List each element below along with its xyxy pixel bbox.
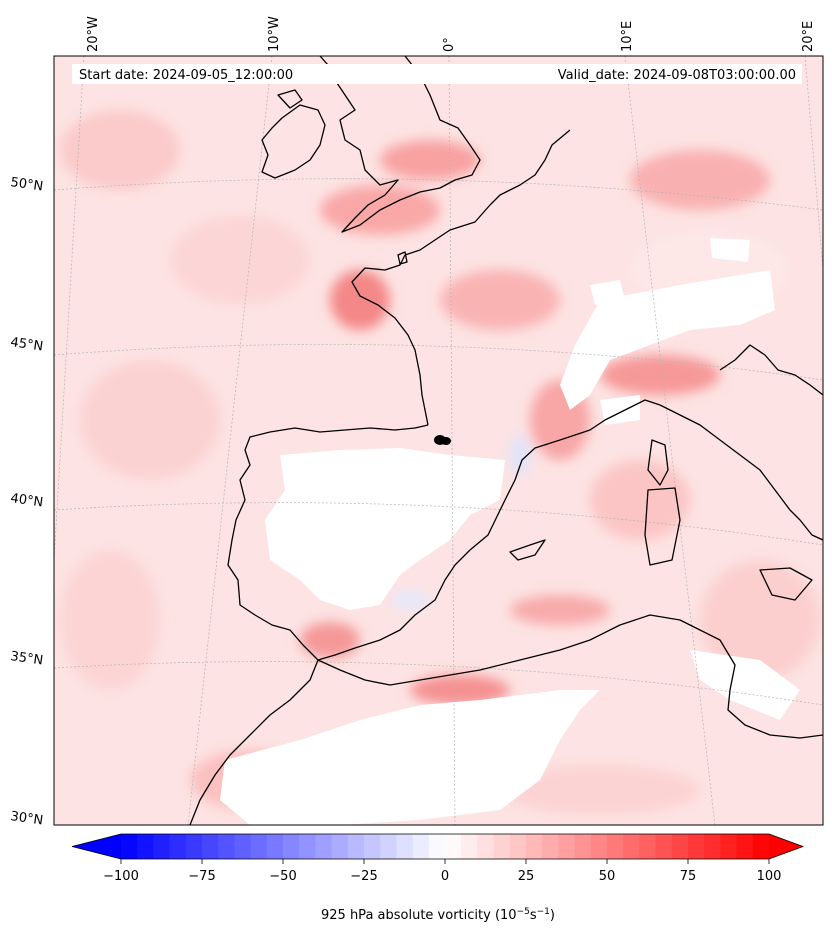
- lat-label-45n: 45°N: [9, 335, 44, 354]
- colorbar-tick-label: 75: [680, 869, 697, 884]
- colorbar-segment: [509, 834, 527, 859]
- lat-label-40n: 40°N: [9, 491, 44, 510]
- colorbar-segment: [574, 834, 592, 859]
- colorbar-tick-label: −100: [103, 869, 139, 884]
- coastlines: [189, 56, 823, 825]
- balearic-coast: [509, 539, 546, 561]
- colorbar-segment: [315, 834, 333, 859]
- colorbar-segment: [526, 834, 543, 859]
- colorbar-segment: [477, 834, 495, 859]
- colorbar-segment: [752, 834, 770, 859]
- northern-ireland-coast: [277, 89, 303, 109]
- colorbar-segment: [396, 834, 414, 859]
- corsica-coast: [647, 439, 669, 486]
- colorbar-segment: [493, 834, 511, 859]
- colorbar-segment: [250, 834, 268, 859]
- north-africa-coast: [317, 614, 823, 739]
- channel-coast: [404, 129, 571, 256]
- colorbar-segment: [688, 834, 705, 859]
- colorbar-tick-label: 100: [757, 869, 782, 884]
- colorbar-segment: [380, 834, 397, 859]
- adriatic-coast: [719, 344, 823, 396]
- colorbar-tick-label: 50: [599, 869, 616, 884]
- lat-label-35n: 35°N: [9, 649, 44, 668]
- map-panel: Start date: 2024-09-05_12:00:00 Valid_da…: [54, 56, 823, 825]
- colorbar-segment: [558, 834, 576, 859]
- colorbar-segment: [461, 834, 478, 859]
- colorbar-segment: [412, 834, 430, 859]
- spain-coast: [227, 399, 661, 661]
- great-britain-coast: [319, 56, 481, 233]
- colorbar-max-extension: [769, 834, 803, 859]
- info-banner: [72, 64, 802, 84]
- france-atlantic-coast: [351, 254, 429, 426]
- colorbar-segment: [137, 834, 154, 859]
- colorbar-tick-label: −50: [269, 869, 296, 884]
- jersey-coast: [397, 251, 408, 265]
- colorbar-segment: [655, 834, 673, 859]
- colorbar-segment: [607, 834, 624, 859]
- colorbar-segment: [364, 834, 381, 859]
- colorbar-segment: [218, 834, 235, 859]
- graticule: [54, 56, 823, 825]
- lon-label-0: 0°: [442, 37, 457, 52]
- colorbar-segment: [671, 834, 689, 859]
- colorbar-tick-label: −75: [188, 869, 215, 884]
- colorbar-segment: [266, 834, 284, 859]
- colorbar-segment: [169, 834, 187, 859]
- masked-terrain-areas: [220, 238, 800, 825]
- colorbar-segment: [704, 834, 721, 859]
- map-frame: [53, 55, 824, 826]
- ireland-coast: [261, 104, 326, 179]
- colorbar-segment: [542, 834, 559, 859]
- location-marker: [434, 435, 451, 445]
- lat-label-50n: 50°N: [9, 175, 44, 194]
- colorbar-segment: [299, 834, 316, 859]
- sardinia-coast: [644, 487, 681, 566]
- colorbar-tick-label: 0: [441, 869, 449, 884]
- colorbar-segment: [445, 834, 462, 859]
- latitude-labels: 50°N 45°N 40°N 35°N 30°N: [9, 175, 44, 828]
- colorbar-segment: [347, 834, 365, 859]
- colorbar-segment: [331, 834, 349, 859]
- colorbar-segment: [185, 834, 203, 859]
- colorbar-segment: [283, 834, 300, 859]
- italy-coast: [659, 404, 823, 541]
- colorbar-tick-label: −25: [350, 869, 377, 884]
- lat-label-30n: 30°N: [9, 809, 44, 828]
- sicily-coast: [759, 567, 813, 601]
- longitude-labels: 20°W 10°W 0° 10°E 20°E: [86, 16, 816, 52]
- colorbar-tick-label: 25: [518, 869, 535, 884]
- colorbar-segment: [720, 834, 738, 859]
- colorbar: −100 −75 −50 −25 0 25 50 75 100 925 hPa absolute…: [71, 833, 805, 923]
- valid-date-text: Valid_date: 2024-09-08T03:00:00.00: [558, 68, 796, 83]
- lon-label-20w: 20°W: [86, 16, 101, 52]
- colorbar-ticks: −100 −75 −50 −25 0 25 50 75 100: [103, 859, 781, 884]
- colorbar-segment: [736, 834, 754, 859]
- colorbar-segment: [234, 834, 252, 859]
- lon-label-20e: 20°E: [801, 21, 816, 52]
- start-date-text: Start date: 2024-09-05_12:00:00: [79, 68, 293, 83]
- lon-label-10w: 10°W: [267, 16, 282, 52]
- colorbar-segment: [121, 834, 138, 859]
- colorbar-segment: [623, 834, 640, 859]
- lon-label-10e: 10°E: [620, 21, 635, 52]
- colorbar-title: 925 hPa absolute vorticity (10−5s−1): [321, 907, 555, 923]
- morocco-coast: [189, 659, 319, 825]
- colorbar-segments: [121, 834, 770, 859]
- colorbar-segment: [639, 834, 657, 859]
- colorbar-min-extension: [72, 834, 121, 859]
- colorbar-segment: [202, 834, 219, 859]
- colorbar-segment: [590, 834, 608, 859]
- colorbar-segment: [153, 834, 171, 859]
- colorbar-segment: [428, 834, 446, 859]
